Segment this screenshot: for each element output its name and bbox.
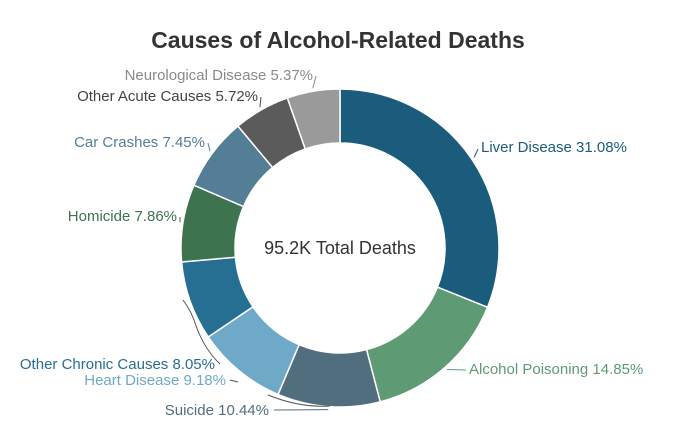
center-total-label: 95.2K Total Deaths (264, 238, 416, 258)
leader-line-suicide (267, 394, 331, 407)
label-neurological-disease: Neurological Disease 5.37% (125, 67, 313, 84)
leader-line-other-acute-causes (259, 96, 262, 108)
leader-line-other-chronic-causes (182, 299, 221, 365)
label-suicide: Suicide 10.44% (165, 402, 269, 419)
leader-lines-group (179, 75, 479, 411)
label-liver-disease: Liver Disease 31.08% (481, 139, 627, 156)
slice-liver-disease[interactable] (339, 88, 500, 309)
slice-alcohol-poisoning[interactable] (365, 286, 489, 403)
label-heart-disease: Heart Disease 9.18% (84, 372, 226, 389)
leader-line-car-crashes (207, 142, 211, 152)
leader-line-neurological-disease (312, 75, 317, 89)
slice-labels-group: Liver Disease 31.08% Alcohol Poisoning 14… (20, 67, 643, 419)
label-other-chronic-causes: Other Chronic Causes 8.05% (20, 356, 215, 373)
label-car-crashes: Car Crashes 7.45% (74, 134, 205, 151)
chart-title: Causes of Alcohol-Related Deaths (151, 27, 525, 53)
label-alcohol-poisoning: Alcohol Poisoning 14.85% (469, 361, 643, 378)
slice-neurological-disease[interactable] (286, 88, 341, 150)
label-homicide: Homicide 7.86% (68, 208, 177, 225)
label-other-acute-causes: Other Acute Causes 5.72% (77, 88, 258, 105)
slices-group (180, 88, 500, 408)
leader-line-heart-disease (229, 379, 239, 383)
leader-line-liver-disease (473, 148, 479, 158)
